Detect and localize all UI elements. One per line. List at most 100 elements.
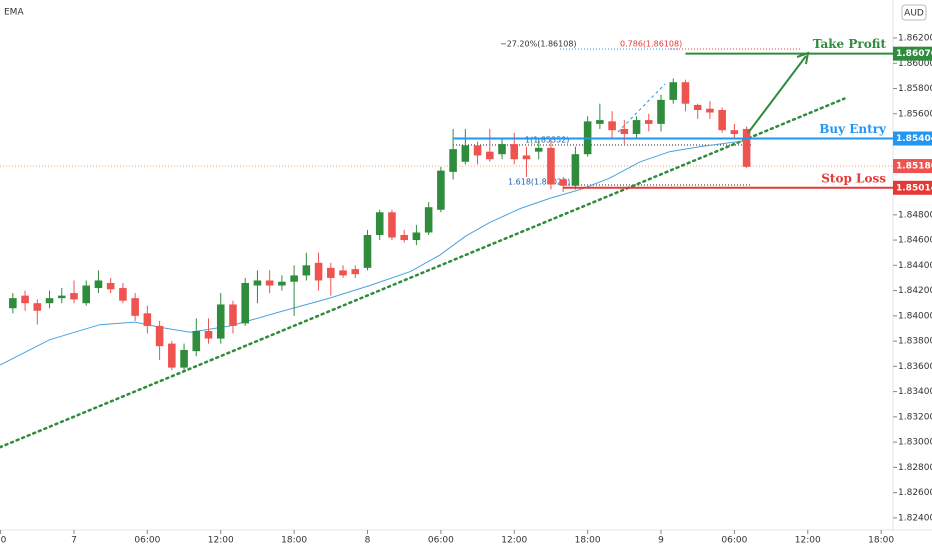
x-tick-label: 12:00	[501, 536, 527, 546]
candle-body	[461, 145, 470, 162]
candle-body	[718, 109, 726, 131]
trendline	[0, 97, 846, 449]
candle-body	[143, 313, 152, 326]
x-tick-label: 8	[365, 536, 371, 546]
plot: 1.82400 1.82600 1.82800 1.83000 1.83200 1.834…	[0, 34, 932, 546]
candle-body	[657, 99, 665, 124]
candle-body	[559, 179, 567, 186]
fib-label: −27.20%(1.86108)	[500, 40, 577, 49]
arrow-head	[796, 51, 810, 65]
candle-body	[400, 235, 408, 241]
x-tick-label: 18:00	[575, 536, 601, 546]
candle-body	[644, 120, 653, 124]
price-tag-label: 1.86076	[896, 49, 932, 59]
y-tick-label: 1.84800	[898, 210, 932, 220]
candle-body	[498, 144, 506, 155]
price-tag	[893, 131, 932, 146]
fib-diagonal	[617, 83, 666, 133]
y-tick-label: 1.86200	[898, 34, 932, 44]
y-tick-label: 1.84200	[898, 286, 932, 296]
fib-label: 1.618(1.85029)	[508, 178, 570, 187]
candle-body	[302, 265, 311, 276]
candle-body	[57, 295, 66, 299]
x-tick-label: 12:00	[208, 536, 234, 546]
y-tick-label: 1.82800	[898, 463, 932, 473]
candle-body	[742, 128, 751, 167]
candle-body	[82, 285, 91, 304]
price-tag-label: 1.85014	[896, 183, 932, 193]
candle-body	[596, 120, 604, 124]
x-tick-label: 18:00	[281, 536, 307, 546]
candle-body	[681, 82, 690, 104]
candle-body	[290, 275, 298, 282]
candle-body	[449, 149, 457, 172]
candle-body	[339, 270, 347, 276]
candle-body	[706, 108, 714, 113]
candle-body	[314, 262, 323, 281]
candle-body	[620, 128, 629, 134]
candle-body	[375, 212, 384, 236]
y-tick-label: 1.83200	[898, 412, 932, 422]
price-tag	[893, 46, 932, 61]
y-tick-label: 1.83000	[898, 438, 932, 448]
x-tick-label: 18:00	[868, 536, 894, 546]
fib-label: 0.786(1.86108)	[620, 40, 682, 49]
y-tick-label: 1.84400	[898, 261, 932, 271]
level-label: Stop Loss	[821, 171, 886, 185]
candle-body	[669, 82, 678, 100]
candle-body	[216, 304, 225, 339]
y-tick-label: 1.82600	[898, 488, 932, 498]
candle-body	[730, 130, 739, 134]
candle-body	[278, 281, 286, 286]
candle-body	[241, 282, 249, 324]
candle-body	[33, 303, 42, 311]
candle-body	[437, 170, 445, 210]
y-tick-label: 1.84600	[898, 236, 932, 246]
candle-body	[363, 235, 372, 268]
candle-body	[486, 151, 494, 160]
candle-body	[168, 343, 176, 368]
candle-body	[351, 269, 360, 275]
x-tick-label: 06:00	[134, 536, 160, 546]
candle-body	[265, 280, 274, 286]
candle-body	[424, 207, 433, 233]
candle-body	[229, 304, 237, 326]
x-tick-label: 7	[71, 536, 77, 546]
arrow	[747, 55, 807, 134]
candle-body	[9, 298, 17, 309]
indicator-label: EMA	[4, 8, 24, 18]
candle-body	[70, 293, 78, 300]
y-tick-label: 1.82400	[898, 513, 932, 523]
x-tick-label: 06:00	[428, 536, 454, 546]
y-tick-label: 1.85800	[898, 84, 932, 94]
candle-body	[571, 154, 580, 186]
candle-body	[327, 267, 335, 278]
candle-body	[473, 145, 482, 156]
y-tick-label: 1.84000	[898, 311, 932, 321]
price-tag	[893, 180, 932, 195]
candle-body	[131, 298, 139, 316]
candle-body	[94, 280, 103, 289]
candle-body	[412, 232, 421, 241]
candle-body	[608, 121, 616, 131]
candle-body	[204, 330, 213, 339]
y-tick-label: 1.83800	[898, 337, 932, 347]
level-label: Buy Entry	[819, 122, 887, 136]
candle-body	[180, 349, 188, 368]
price-tag	[893, 159, 932, 174]
y-tick-label: 1.85600	[898, 109, 932, 119]
candle-body	[119, 288, 127, 301]
candle-body	[192, 330, 201, 352]
level-label: Take Profit	[813, 37, 887, 51]
fib-label: 1(1.85352)	[525, 136, 569, 145]
y-tick-label: 1.83600	[898, 362, 932, 372]
candle-body	[106, 282, 115, 290]
candle-body	[45, 298, 54, 304]
ema-line	[0, 139, 751, 366]
x-tick-label: 12:00	[795, 536, 821, 546]
candle-body	[693, 104, 702, 110]
candle-body	[155, 325, 164, 347]
candle-body	[388, 212, 396, 238]
currency-box[interactable]	[901, 4, 927, 21]
